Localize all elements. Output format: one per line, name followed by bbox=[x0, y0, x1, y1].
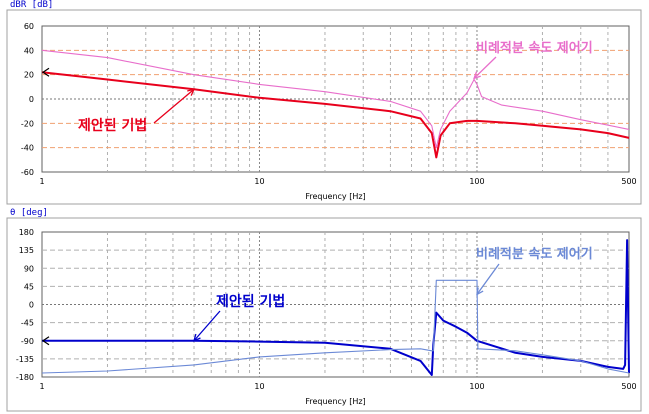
phase-y-tick-label: 135 bbox=[19, 246, 34, 255]
mag-annotation-arrowhead bbox=[473, 71, 481, 80]
phase-chart: 180 135 90 45 0 -45 -90 -135 -180 1 10 100 500 Freque… bbox=[6, 217, 642, 412]
phase-frame bbox=[6, 217, 642, 412]
mag-y-tick-label: -60 bbox=[21, 168, 34, 177]
magnitude-chart: 60 40 20 0 -20 -40 -60 1 10 100 500 Frequency [Hz] 제… bbox=[6, 9, 642, 205]
phase-y-tick-label: 180 bbox=[19, 228, 34, 237]
mag-x-tick-label: 100 bbox=[469, 177, 484, 186]
mag-annotation-arrowhead bbox=[187, 88, 196, 96]
magnitude-chart-panel: dBR [dB] 60 40 20 0 -20 -40 -60 1 10 100 500 Freque… bbox=[6, 0, 642, 206]
mag-x-tick-label: 500 bbox=[621, 177, 636, 186]
mag-y-tick-label: 0 bbox=[29, 95, 34, 104]
phase-start-marker bbox=[41, 336, 50, 346]
phase-series-line-proposed bbox=[42, 239, 630, 376]
mag-y-tick-label: 40 bbox=[24, 46, 34, 55]
phase-x-axis-label: Frequency [Hz] bbox=[305, 397, 365, 406]
phase-y-tick-label: -45 bbox=[21, 319, 34, 328]
mag-y-tick-label: 20 bbox=[24, 71, 34, 80]
mag-x-tick-label: 1 bbox=[39, 177, 44, 186]
phase-x-tick-label: 10 bbox=[254, 382, 264, 391]
mag-y-tick-label: -20 bbox=[21, 119, 34, 128]
phase-x-tick-label: 500 bbox=[621, 382, 636, 391]
mag-annotation-label: 비례적분 속도 제어기 bbox=[476, 40, 593, 56]
phase-annotation-arrow bbox=[476, 263, 500, 295]
mag-annotation-label: 제안된 기법 bbox=[78, 117, 147, 134]
magnitude-y-label: dBR [dB] bbox=[10, 0, 54, 10]
phase-y-tick-label: -180 bbox=[16, 373, 34, 382]
phase-annotation-label: 비례적분 속도 제어기 bbox=[476, 246, 593, 262]
mag-x-tick-label: 10 bbox=[254, 177, 264, 186]
phase-y-tick-label: 45 bbox=[24, 282, 34, 291]
phase-chart-panel: θ [deg] 180 135 90 45 0 -45 -90 -135 -180 1 10 100 5… bbox=[6, 208, 642, 413]
phase-annotation-label: 제안된 기법 bbox=[216, 293, 285, 310]
mag-series-line-pi bbox=[41, 49, 630, 149]
mag-series-line-proposed bbox=[41, 71, 630, 159]
phase-y-tick-label: 90 bbox=[24, 264, 34, 273]
phase-x-tick-label: 100 bbox=[469, 382, 484, 391]
phase-annotation-arrowhead bbox=[193, 333, 201, 342]
phase-annotation-arrowhead bbox=[476, 287, 484, 296]
mag-start-marker bbox=[41, 67, 50, 77]
phase-x-tick-label: 1 bbox=[39, 382, 44, 391]
phase-series-line-pi bbox=[41, 279, 630, 374]
phase-y-tick-label: 0 bbox=[29, 301, 34, 310]
mag-annotation-arrow bbox=[153, 88, 195, 124]
mag-x-axis-label: Frequency [Hz] bbox=[305, 192, 365, 201]
mag-y-tick-label: -40 bbox=[21, 144, 34, 153]
mag-frame bbox=[6, 9, 642, 205]
phase-annotation-arrow bbox=[193, 310, 221, 342]
mag-annotation-arrow bbox=[473, 56, 497, 79]
phase-y-tick-label: -135 bbox=[16, 355, 34, 364]
phase-y-tick-label: -90 bbox=[21, 337, 34, 346]
phase-y-label: θ [deg] bbox=[10, 208, 48, 218]
mag-y-tick-label: 60 bbox=[24, 22, 34, 31]
